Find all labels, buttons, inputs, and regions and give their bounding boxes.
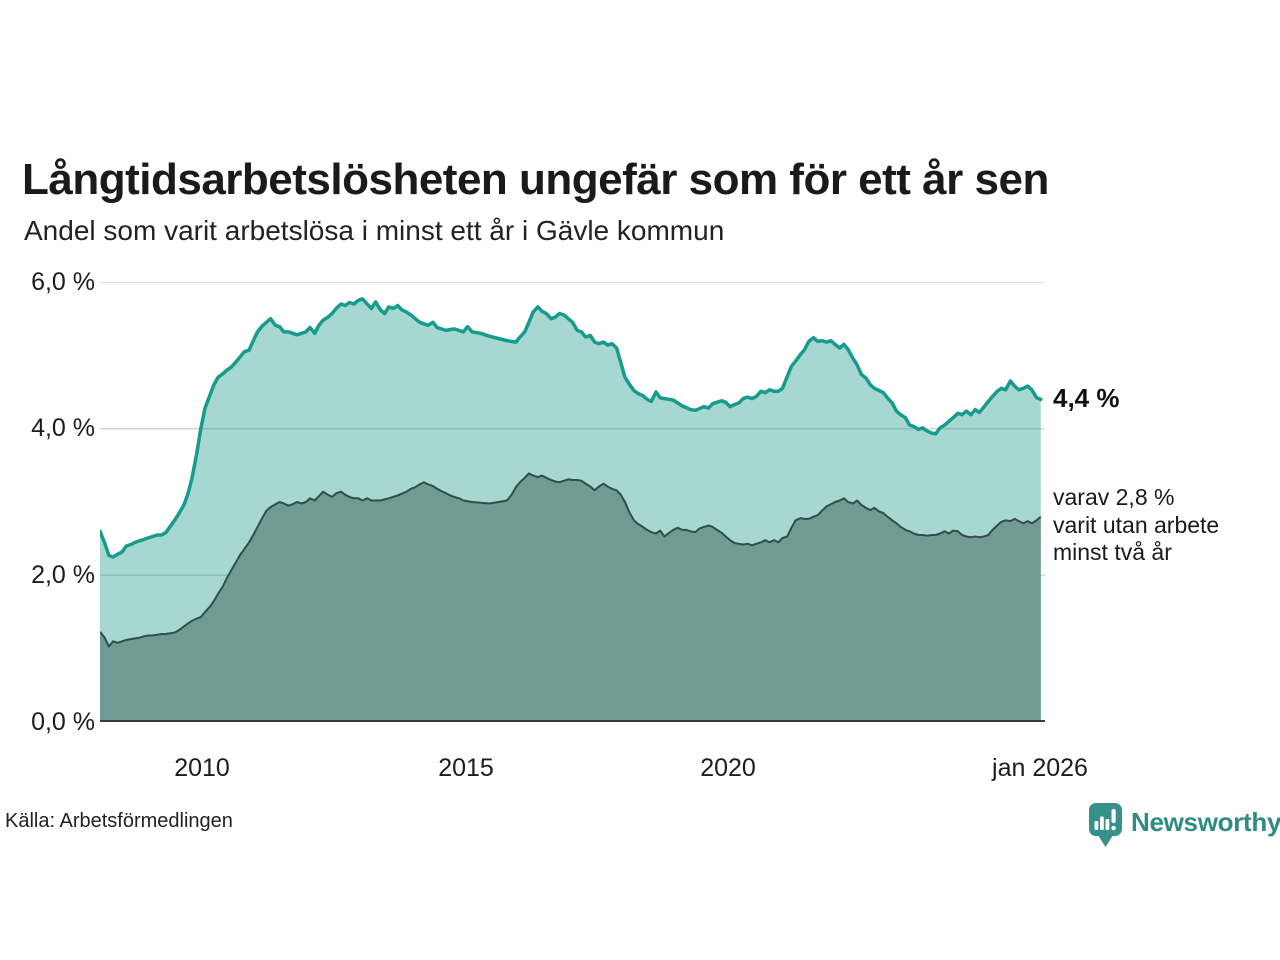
newsworthy-brand: Newsworthy (1088, 802, 1280, 848)
latest-value-label: 4,4 % (1053, 383, 1120, 413)
x-axis-tick-2015: 2015 (438, 754, 494, 782)
secondary-value-line-3: minst två år (1053, 539, 1172, 565)
y-axis-tick-6: 6,0 % (31, 268, 95, 296)
y-axis-tick-0: 0,0 % (31, 708, 95, 736)
chart-title: Långtidsarbetslösheten ungefär som för e… (22, 155, 1049, 205)
x-axis-tick-2020: 2020 (700, 754, 756, 782)
area-chart-plot (100, 282, 1045, 722)
source-note: Källa: Arbetsförmedlingen (5, 810, 233, 832)
chart-subtitle: Andel som varit arbetslösa i minst ett å… (24, 215, 725, 246)
newsworthy-logo-text: Newsworthy (1131, 807, 1280, 837)
x-axis-tick-jan-2026: jan 2026 (992, 754, 1088, 782)
newsworthy-logo-icon (1089, 803, 1122, 847)
y-axis-tick-2: 2,0 % (31, 561, 95, 589)
secondary-value-line-2: varit utan arbete (1053, 511, 1220, 538)
y-axis-tick-4: 4,0 % (31, 414, 95, 442)
x-axis-tick-2010: 2010 (174, 754, 230, 782)
secondary-value-line-1: varav 2,8 % (1053, 484, 1175, 510)
secondary-value-label: varav 2,8 % varit utan arbete minst två … (1053, 484, 1219, 567)
